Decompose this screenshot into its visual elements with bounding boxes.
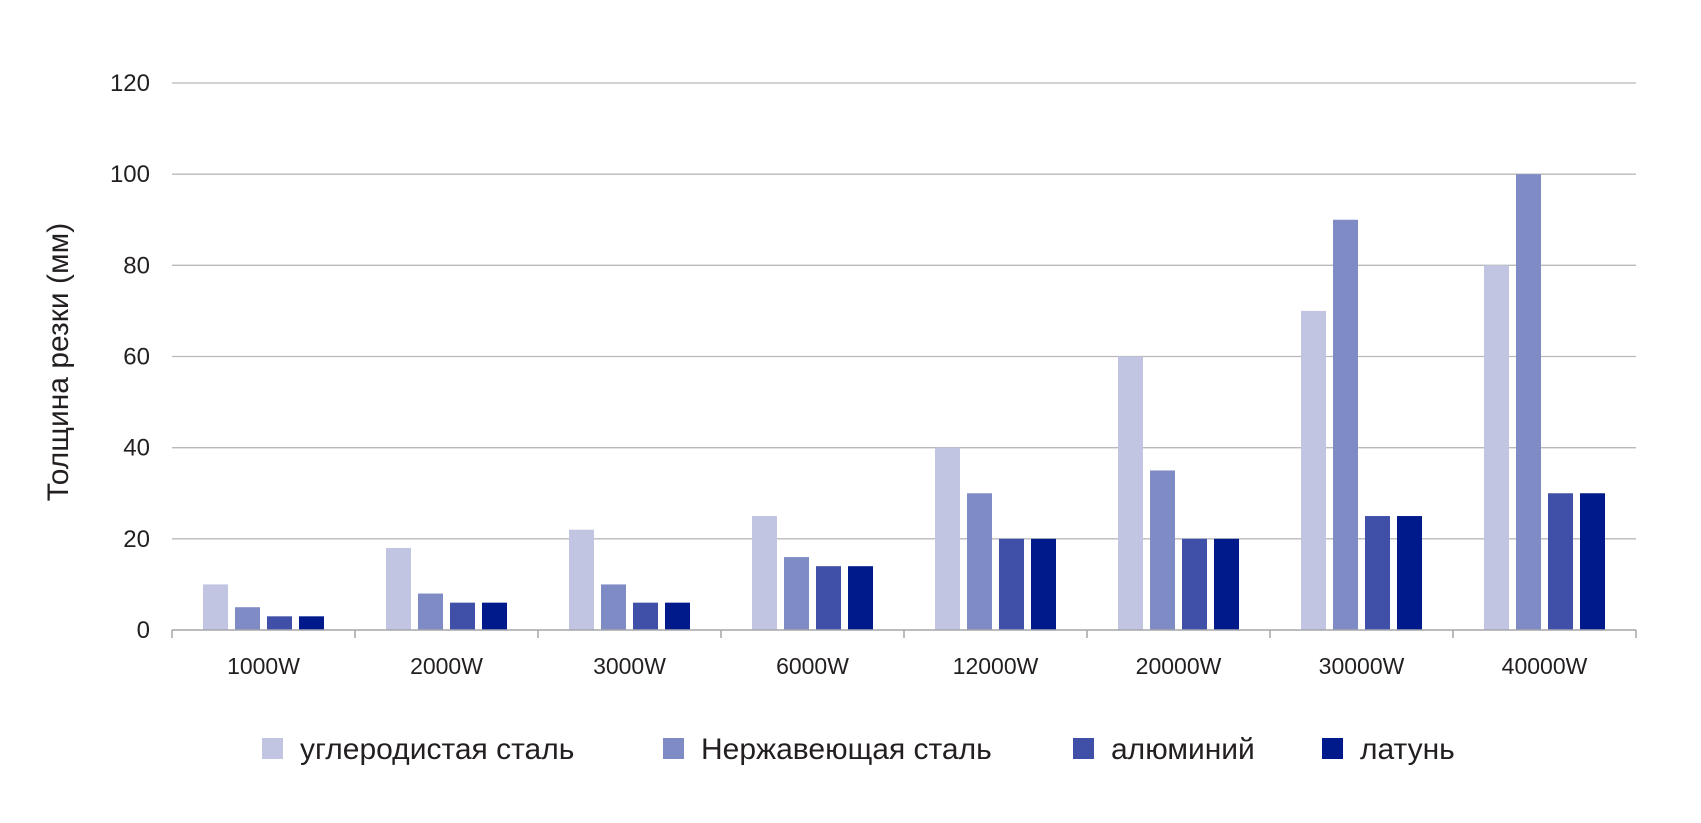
bar [418, 593, 443, 630]
bar [203, 584, 228, 630]
bar [848, 566, 873, 630]
x-axis [171, 629, 1637, 638]
bar [1516, 174, 1541, 630]
bar [967, 493, 992, 630]
bar [665, 602, 690, 630]
x-tick-label: 12000W [953, 653, 1039, 679]
legend-label: латунь [1360, 733, 1455, 766]
y-tick-label: 100 [110, 161, 150, 188]
bar [784, 557, 809, 630]
legend-swatch [663, 738, 684, 759]
y-tick-label: 120 [110, 70, 150, 97]
y-axis-label: Толщина резки (мм) [42, 223, 75, 501]
y-tick-label: 0 [137, 617, 150, 644]
x-tick-label: 3000W [593, 653, 666, 679]
legend-label: Нержавеющая сталь [701, 733, 992, 766]
legend-swatch [1073, 738, 1094, 759]
bar [1333, 219, 1358, 630]
y-tick-label: 60 [123, 344, 150, 371]
y-tick-label: 20 [123, 526, 150, 553]
bars [203, 174, 1605, 630]
bar [1548, 493, 1573, 630]
bar [235, 607, 260, 630]
legend-swatch [262, 738, 283, 759]
bar [1301, 310, 1326, 630]
legend-swatch [1322, 738, 1343, 759]
bar [1397, 516, 1422, 630]
legend-label: алюминий [1111, 733, 1255, 766]
bar [633, 602, 658, 630]
bar [299, 616, 324, 630]
x-tick-label: 1000W [227, 653, 300, 679]
legend: углеродистая сталь Нержавеющая сталь алюми… [262, 733, 1455, 766]
bar [267, 616, 292, 630]
x-tick-label: 30000W [1319, 653, 1405, 679]
x-tick-label: 40000W [1502, 653, 1588, 679]
bar [482, 602, 507, 630]
bar [935, 447, 960, 630]
bar [752, 516, 777, 630]
bar [1031, 538, 1056, 630]
bar [1214, 538, 1239, 630]
x-axis-ticks: 1000W 2000W 3000W 6000W 12000W 20000W 30000W 40… [227, 653, 1588, 679]
bar [1150, 470, 1175, 630]
bar [386, 547, 411, 630]
x-tick-label: 2000W [410, 653, 483, 679]
x-tick-label: 20000W [1136, 653, 1222, 679]
bar [601, 584, 626, 630]
bar [569, 529, 594, 630]
y-axis-ticks: 0 20 40 60 80 100 120 [110, 70, 150, 644]
y-tick-label: 80 [123, 252, 150, 279]
bar [1182, 538, 1207, 630]
bar [816, 566, 841, 630]
bar [1484, 265, 1509, 630]
y-tick-label: 40 [123, 435, 150, 462]
bar [1580, 493, 1605, 630]
bar [450, 602, 475, 630]
bar [1118, 356, 1143, 630]
legend-label: углеродистая сталь [300, 733, 574, 766]
x-tick-label: 6000W [776, 653, 849, 679]
bar [1365, 516, 1390, 630]
bar [999, 538, 1024, 630]
gridlines [172, 82, 1636, 540]
